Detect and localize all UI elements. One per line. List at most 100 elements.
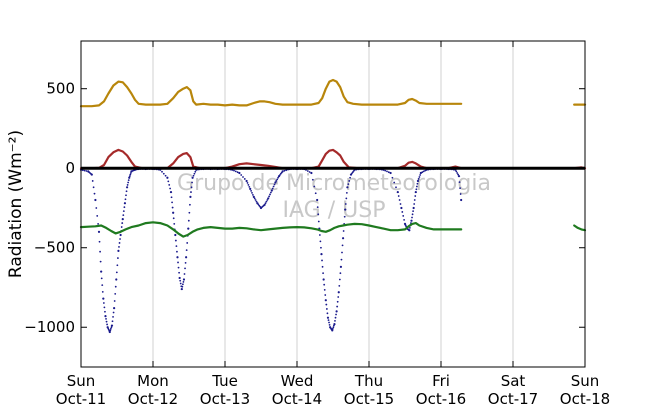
- watermark-text: IAG / USP: [283, 198, 386, 223]
- series-point: [246, 182, 249, 184]
- series-point: [91, 180, 94, 182]
- series-point: [323, 283, 326, 286]
- series-point: [412, 206, 415, 210]
- series-point: [326, 316, 330, 319]
- series-point: [311, 178, 314, 181]
- series-point: [177, 266, 180, 269]
- series-point: [395, 186, 397, 189]
- series-point: [176, 256, 179, 259]
- series-point: [188, 211, 191, 214]
- series-point: [341, 244, 344, 247]
- series-point: [192, 174, 195, 177]
- series-point: [181, 283, 184, 286]
- series-point: [189, 195, 192, 198]
- y-tick-label: −500: [34, 239, 75, 257]
- series-point: [81, 169, 84, 172]
- series-point: [456, 172, 459, 174]
- series-point: [176, 250, 178, 253]
- series-point: [266, 199, 269, 201]
- series-point: [337, 291, 340, 294]
- series-point: [116, 264, 119, 267]
- series-point: [114, 292, 117, 295]
- series-point: [391, 176, 394, 179]
- series-point: [270, 191, 272, 194]
- series-point: [271, 187, 274, 190]
- series-point: [460, 198, 463, 202]
- series-point: [174, 239, 177, 242]
- x-tick-label-day: Tue: [211, 372, 238, 390]
- series-point: [167, 180, 170, 183]
- series-point: [127, 181, 130, 184]
- series-point: [124, 198, 127, 201]
- series-point: [110, 324, 114, 327]
- series-point: [411, 216, 413, 219]
- series-point: [325, 308, 328, 310]
- series-point: [115, 278, 118, 281]
- series-point: [321, 259, 323, 262]
- series-point: [183, 273, 186, 275]
- series-point: [455, 170, 458, 173]
- series-point: [345, 191, 348, 194]
- series-point: [335, 310, 338, 313]
- y-tick-label: 0: [65, 159, 75, 177]
- series-point: [185, 249, 188, 252]
- series-point: [98, 240, 101, 243]
- series-point: [386, 170, 388, 173]
- series-point: [318, 234, 321, 236]
- series-point: [400, 206, 403, 210]
- series-point: [319, 240, 322, 243]
- series-point: [320, 246, 322, 249]
- series-point: [121, 218, 124, 221]
- series-point: [416, 182, 419, 185]
- series-point: [172, 211, 175, 214]
- series-point: [233, 169, 235, 172]
- series-point: [125, 194, 127, 197]
- series-point: [125, 186, 129, 189]
- series-point: [242, 176, 244, 178]
- series-point: [457, 173, 459, 176]
- x-tick-label-date: Oct-16: [416, 390, 466, 408]
- series-point: [252, 195, 255, 198]
- series-point: [458, 181, 461, 184]
- series-point: [118, 242, 121, 244]
- series-point: [338, 284, 341, 287]
- series-point: [324, 294, 327, 296]
- series-point: [325, 303, 328, 306]
- series-point: [102, 297, 105, 300]
- series-point: [323, 288, 326, 291]
- series-point: [238, 171, 241, 175]
- series-point: [125, 190, 128, 193]
- series-point: [191, 181, 193, 184]
- series-point: [349, 176, 351, 179]
- series-point: [106, 323, 108, 326]
- series-point: [411, 213, 414, 216]
- series-point: [102, 302, 105, 304]
- series-point: [335, 313, 337, 316]
- series-point: [94, 198, 97, 202]
- series-point: [252, 193, 254, 196]
- series-point: [184, 267, 186, 270]
- series-point: [249, 187, 252, 190]
- series-point: [277, 176, 279, 179]
- x-tick-label-date: Oct-18: [560, 390, 610, 408]
- series-point: [171, 201, 173, 204]
- series-point: [109, 329, 112, 332]
- series-point: [250, 189, 253, 192]
- series-point: [342, 230, 345, 232]
- series-point: [247, 184, 250, 186]
- series-point: [332, 326, 335, 329]
- series-point: [193, 172, 196, 175]
- series-point: [393, 181, 396, 184]
- series-point: [320, 252, 323, 256]
- series-point: [339, 265, 343, 268]
- series-point: [408, 226, 411, 229]
- series-point: [115, 271, 118, 274]
- series-point: [410, 219, 413, 222]
- series-point: [333, 322, 336, 326]
- vertical-grid: [152, 41, 514, 367]
- series-point: [129, 173, 132, 176]
- x-tick-label-day: Sat: [501, 372, 526, 390]
- series-point: [327, 319, 330, 321]
- series-point: [194, 170, 197, 173]
